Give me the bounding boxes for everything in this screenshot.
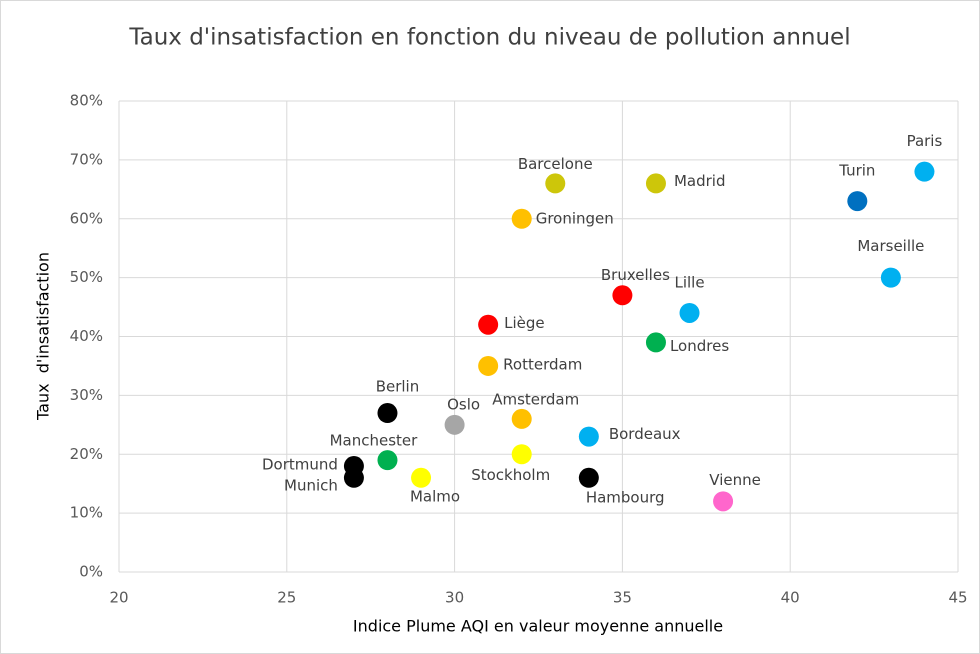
point-label: Stockholm [471,466,550,484]
point-label: Madrid [674,172,726,190]
y-tick-label: 10% [70,504,103,522]
point [612,285,633,306]
y-tick-label: 30% [70,386,103,404]
point-label: Rotterdam [503,355,582,373]
point [377,403,398,424]
x-tick-label: 25 [277,589,296,607]
x-tick-label: 35 [613,589,632,607]
point [511,408,532,429]
point-label: Manchester [330,432,419,450]
point [478,355,499,376]
y-tick-label: 20% [70,445,103,463]
point-label: Marseille [857,237,924,255]
point-label: Oslo [447,395,480,413]
point-label: Berlin [376,378,420,396]
point [545,173,566,194]
point [511,208,532,229]
x-tick-label: 20 [109,589,128,607]
point [578,426,599,447]
point [713,491,734,512]
y-tick-label: 40% [70,327,103,345]
point-label: Paris [907,132,943,150]
point [578,467,599,488]
x-tick-label: 30 [445,589,464,607]
x-tick-label: 40 [781,589,800,607]
point [914,161,935,182]
point-label: Londres [670,337,729,355]
x-tick-label: 45 [948,589,967,607]
point-label: Bordeaux [609,425,681,443]
x-axis-label: Indice Plume AQI en valeur moyenne annue… [353,617,723,636]
y-axis-label: Taux d'insatisfaction [34,252,53,421]
point [847,191,868,212]
point-label: Turin [838,162,875,180]
point [679,302,700,323]
y-tick-label: 0% [79,563,103,581]
point-label: Liège [504,314,545,332]
point-label: Groningen [536,209,614,227]
point-label: Vienne [709,471,761,489]
point-label: Hambourg [586,488,665,506]
point [645,332,666,353]
point-label: Barcelone [518,155,593,173]
point-label: Malmo [410,487,460,505]
point [645,173,666,194]
point-label: Amsterdam [492,390,579,408]
point-label: Munich [284,476,338,494]
point [411,467,432,488]
chart-title: Taux d'insatisfaction en fonction du niv… [128,25,850,51]
point-label: Dortmund [262,456,338,474]
point [511,444,532,465]
point [444,414,465,435]
y-tick-label: 60% [70,209,103,227]
point [880,267,901,288]
y-tick-label: 50% [70,268,103,286]
point-label: Bruxelles [601,266,670,284]
y-tick-label: 70% [70,150,103,168]
point-label: Lille [674,273,704,291]
point [343,467,364,488]
point [377,450,398,471]
point [478,314,499,335]
y-tick-label: 80% [70,92,103,110]
